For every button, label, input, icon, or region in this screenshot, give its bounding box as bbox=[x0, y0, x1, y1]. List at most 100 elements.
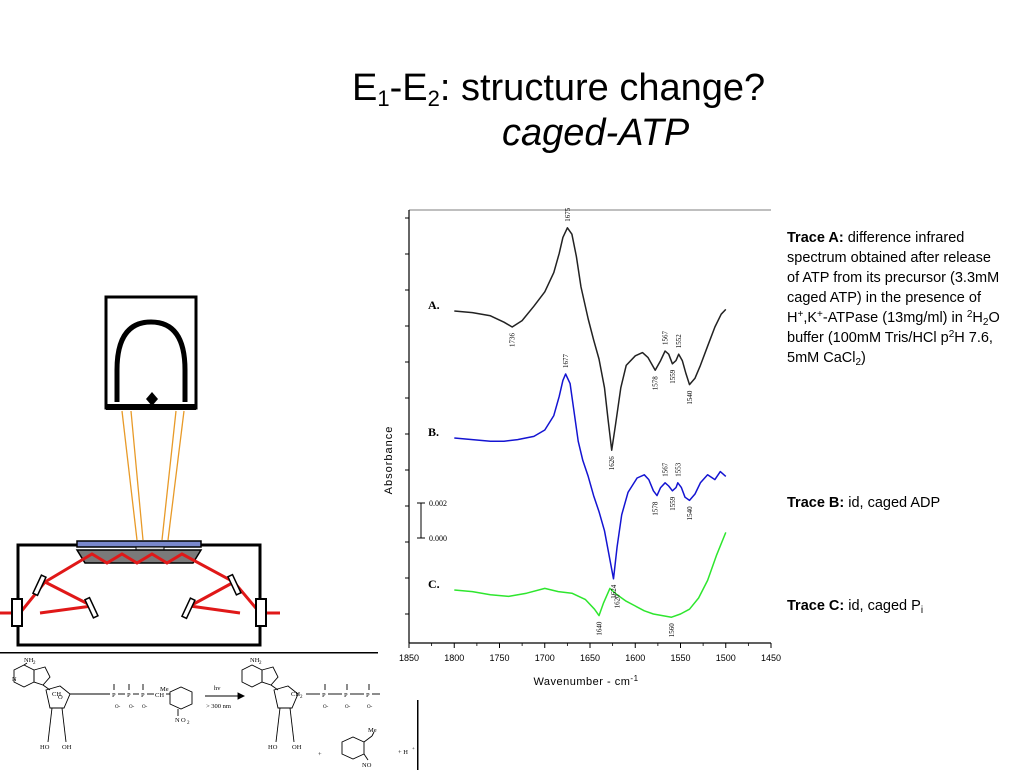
x-tick-label: 1700 bbox=[535, 653, 555, 663]
mirror-bottom-left bbox=[83, 596, 99, 619]
x-axis-label-sup: -1 bbox=[630, 674, 638, 683]
ir-source-diamond bbox=[146, 392, 158, 406]
left-no2-n: N bbox=[175, 717, 180, 724]
plot-series: A. B. C. bbox=[428, 227, 727, 618]
left-ch2-text: CH bbox=[52, 691, 61, 698]
peak-label: 1567 bbox=[662, 462, 670, 477]
red-beam-left-return bbox=[39, 604, 93, 615]
left-p1: P bbox=[112, 692, 116, 699]
plot-frame bbox=[408, 209, 771, 644]
right-no-label: NO bbox=[362, 762, 372, 769]
left-no2-sub: 2 bbox=[187, 721, 190, 726]
left-me-label: Me bbox=[160, 686, 169, 693]
arrow-wavelength-label: > 300 nm bbox=[206, 703, 231, 710]
left-ominus-2: O- bbox=[129, 705, 135, 710]
left-p3: P bbox=[141, 692, 145, 699]
trace-b-text: id, caged ADP bbox=[844, 495, 941, 511]
peak-label: 1620 bbox=[614, 594, 622, 609]
peak-label: 1578 bbox=[652, 501, 660, 515]
left-ominus-1: O- bbox=[115, 705, 121, 710]
reaction-arrowhead bbox=[237, 692, 246, 700]
series-label-3: C. bbox=[428, 577, 440, 591]
left-p2: P bbox=[127, 692, 131, 699]
h-plus-sup: + bbox=[412, 747, 415, 752]
peak-label: 1626 bbox=[608, 456, 616, 471]
right-p1: P bbox=[322, 692, 326, 699]
series-line-1 bbox=[454, 227, 727, 451]
title-sub-1: 1 bbox=[377, 86, 390, 111]
right-port bbox=[255, 598, 267, 627]
peak-label: 1540 bbox=[686, 390, 694, 405]
right-nitroso-ring bbox=[341, 736, 365, 760]
x-tick-label: 1650 bbox=[580, 653, 600, 663]
trace-a-text-5: O buffer (100mM Tris/HCl p bbox=[787, 310, 1000, 346]
trace-a-sup-3: 2 bbox=[966, 309, 973, 320]
red-beam-right-lower bbox=[189, 580, 235, 608]
right-imidazole-ring bbox=[261, 666, 279, 686]
left-ho-label: HO bbox=[40, 744, 50, 751]
right-me-label: Me bbox=[368, 727, 377, 734]
title-question: : structure change? bbox=[439, 67, 766, 109]
left-pyrimidine-ring bbox=[13, 664, 35, 688]
trace-a-text-4: H bbox=[972, 310, 983, 326]
right-p2: P bbox=[344, 692, 348, 699]
trace-a-text-6: H 7.6, 5mM CaCl bbox=[787, 330, 993, 366]
trace-a-text-3: -ATPase (13mg/ml) in bbox=[822, 310, 967, 326]
ir-source-box bbox=[104, 295, 198, 410]
left-nh2-label: NH bbox=[24, 657, 34, 664]
left-ch-label: CH bbox=[155, 692, 164, 699]
arrow-hv-label: hv bbox=[214, 685, 221, 692]
left-adenine-n: N bbox=[12, 676, 17, 683]
x-axis-label: Wavenumber - cm-1 bbox=[533, 674, 638, 688]
trace-a-sup-1: + bbox=[797, 309, 804, 320]
title-line-2: caged-ATP bbox=[502, 112, 690, 154]
trace-a-text-7: ) bbox=[861, 350, 866, 366]
trace-a-sup-2: + bbox=[817, 309, 823, 320]
x-tick-label: 1450 bbox=[761, 653, 781, 663]
trace-c-text: id, caged P bbox=[844, 598, 921, 614]
trace-a-text-1: difference infrared spectrum obtained af… bbox=[787, 230, 1000, 326]
peak-label: 1560 bbox=[668, 623, 676, 638]
scale-bar-bottom-label: 0.000 bbox=[429, 534, 447, 543]
x-tick-label: 1550 bbox=[670, 653, 690, 663]
instrument-frame bbox=[16, 543, 262, 647]
right-nh2-sub: 2 bbox=[259, 661, 262, 666]
right-nh2-label: NH bbox=[250, 657, 260, 664]
trace-a-description: Trace A: difference infrared spectrum ob… bbox=[787, 228, 1002, 368]
sample-window bbox=[76, 540, 202, 548]
right-p3: P bbox=[366, 692, 370, 699]
ir-source-base bbox=[106, 404, 196, 410]
scheme-top-rule bbox=[0, 652, 378, 654]
left-no2-o: O bbox=[181, 717, 186, 724]
peak-label: 1559 bbox=[669, 496, 677, 511]
right-ribose-ring bbox=[273, 685, 299, 709]
title-sub-2: 2 bbox=[427, 86, 440, 111]
left-imidazole-ring bbox=[33, 666, 51, 686]
scheme-side-rule bbox=[417, 700, 419, 770]
slide-title: E1-E2: structure change? caged-ATP bbox=[330, 66, 830, 156]
red-beam-left-lower bbox=[44, 580, 93, 608]
plot-ticks: 1850 1800 1750 1700 1650 1600 1550 1500 1450 bbox=[399, 217, 781, 663]
orange-beams bbox=[121, 410, 185, 541]
peak-label: 1567 bbox=[662, 331, 670, 346]
right-oh-label: OH bbox=[292, 744, 302, 751]
x-tick-label: 1800 bbox=[444, 653, 464, 663]
title-e1-letter: E bbox=[352, 67, 378, 109]
trace-a-sup-4: 2 bbox=[948, 329, 955, 340]
x-axis-label-main: Wavenumber - cm bbox=[533, 676, 630, 688]
mirrors bbox=[31, 573, 242, 620]
plus-sign: + bbox=[318, 751, 322, 758]
peak-label: 1552 bbox=[675, 334, 683, 349]
left-port bbox=[11, 598, 23, 627]
left-ribose-o: O bbox=[58, 694, 63, 701]
right-ominus-1: O- bbox=[323, 705, 329, 710]
peak-label: 1640 bbox=[596, 621, 604, 636]
trace-b-label: Trace B: bbox=[787, 495, 845, 511]
series-label-1: A. bbox=[428, 298, 440, 312]
right-ch2-sub: 2 bbox=[300, 695, 303, 700]
x-tick-label: 1500 bbox=[716, 653, 736, 663]
title-line-1: E1-E2: structure change? bbox=[352, 66, 830, 110]
x-tick-label: 1750 bbox=[489, 653, 509, 663]
left-nitrobenzene-ring bbox=[169, 686, 193, 710]
left-oh-label: OH bbox=[62, 744, 72, 751]
